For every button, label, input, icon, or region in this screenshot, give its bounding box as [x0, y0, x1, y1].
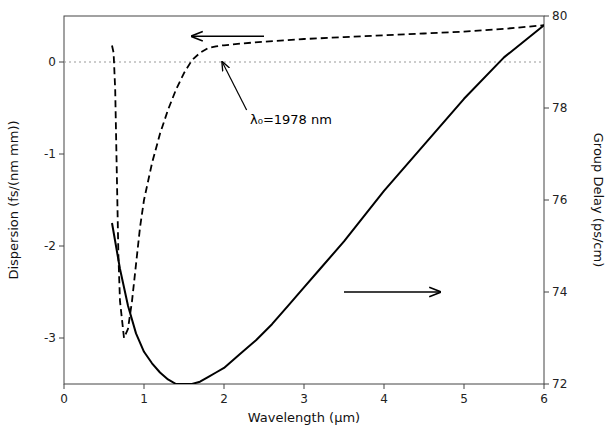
y2-tick-label: 74	[552, 285, 567, 299]
y-tick	[59, 62, 64, 63]
x-tick	[304, 384, 305, 389]
annotation-arrow	[344, 291, 440, 293]
y2-tick-label: 76	[552, 193, 567, 207]
y-tick	[59, 246, 64, 247]
x-tick	[544, 384, 545, 389]
annotation-text: λ₀=1978 nm	[250, 112, 332, 127]
x-tick-label: 2	[220, 392, 228, 406]
x-tick-label: 6	[540, 392, 548, 406]
annotation-arrow	[192, 35, 264, 37]
series-line	[112, 25, 544, 338]
annotation-arrow	[222, 62, 246, 110]
y2-tick	[544, 292, 549, 293]
x-tick	[464, 384, 465, 389]
plot-area	[64, 25, 544, 384]
x-axis-label: Wavelength (μm)	[248, 410, 360, 425]
y2-axis-label: Group Delay (ps/cm)	[591, 133, 606, 267]
y2-tick	[544, 200, 549, 201]
y-axis-label: Dispersion (fs/(nm mm))	[6, 120, 21, 279]
chart: 0 1 2 3 4 5 6 -3 -2 -1 0 72 74 76 78 80 Wavelength (μm) D…	[0, 0, 608, 432]
y-tick	[59, 338, 64, 339]
y2-tick-label: 78	[552, 101, 567, 115]
x-tick-label: 0	[60, 392, 68, 406]
y-tick-label: -2	[44, 239, 56, 253]
x-tick-label: 4	[380, 392, 388, 406]
x-tick	[384, 384, 385, 389]
y2-tick	[544, 16, 549, 17]
y2-tick-label: 80	[552, 9, 567, 23]
y-tick	[59, 154, 64, 155]
y-tick-label: 0	[48, 55, 56, 69]
x-tick	[64, 384, 65, 389]
y2-tick	[544, 384, 549, 385]
series-line	[112, 25, 544, 384]
plot-frame	[64, 16, 544, 384]
axes: 0 1 2 3 4 5 6 -3 -2 -1 0 72 74 76 78 80	[44, 9, 567, 406]
y-tick-label: -1	[44, 147, 56, 161]
annotations: λ₀=1978 nm	[192, 36, 440, 292]
x-tick	[144, 384, 145, 389]
y-tick-label: -3	[44, 331, 56, 345]
reference-line	[64, 62, 544, 63]
x-tick-label: 1	[140, 392, 148, 406]
y2-tick-label: 72	[552, 377, 567, 391]
x-tick-label: 5	[460, 392, 468, 406]
y2-tick	[544, 108, 549, 109]
x-tick-label: 3	[300, 392, 308, 406]
x-tick	[224, 384, 225, 389]
